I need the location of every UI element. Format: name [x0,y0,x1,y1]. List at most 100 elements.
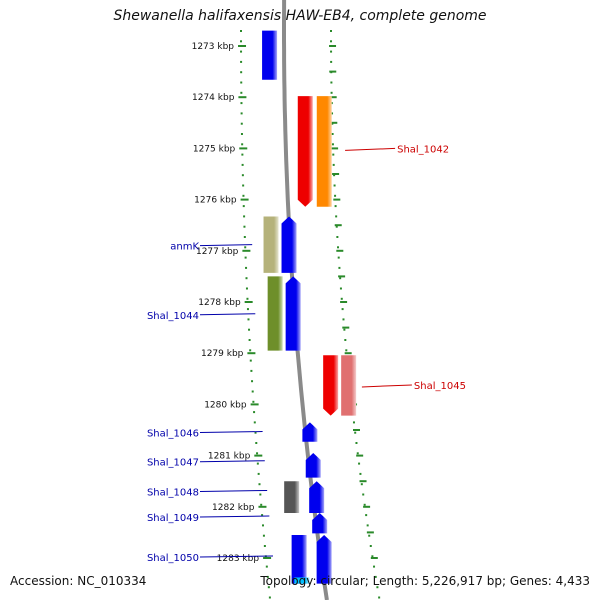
ruler-dot-left [247,318,250,321]
gene-feature [323,355,339,416]
ruler-dot-right [330,81,333,84]
ruler-dot-left [255,442,258,444]
ruler-tick-right [333,198,341,201]
ruler-dot-left [253,411,256,414]
ruler-dot-left [251,380,254,383]
ruler-dot-right [354,431,357,434]
ruler-tick-left [263,557,272,559]
ruler-dot-right [363,503,366,506]
gene-label: Shal_1050 [147,553,199,564]
ruler-dot-right [336,236,339,238]
ruler-dot-left [240,50,243,53]
gene-feature [305,453,321,478]
ruler-dot-right [331,112,334,115]
ruler-dot-left [246,308,249,311]
ruler-dot-right [331,143,334,146]
ruler-dot-right [339,287,342,290]
gene-feature [316,96,332,207]
ruler-label: 1273 kbp [192,42,235,52]
ruler-tick-left [238,45,247,47]
ruler-dot-right [344,339,347,341]
ruler-dot-left [258,483,261,486]
ruler-dot-left [240,122,243,125]
ruler-tick-right [363,505,371,508]
ruler-dot-right [330,30,332,32]
ruler-dot-left [240,91,243,94]
gene-feature [316,534,332,584]
ruler-dot-left [243,215,246,218]
ruler-dot-right [337,256,340,259]
ruler-dot-right [365,514,368,517]
ruler-dot-left [240,112,243,115]
ruler-tick-left [247,352,256,355]
gene-label: Shal_1046 [147,429,199,440]
ruler-dot-left [252,400,255,403]
ruler-label: 1281 kbp [208,452,251,462]
gene-feature [267,276,283,351]
gene-label: Shal_1045 [414,381,466,392]
gene-label: anmK [170,242,199,253]
ruler-dot-left [256,452,259,455]
ruler-label: 1276 kbp [194,196,237,206]
ruler-tick-right [356,454,364,457]
ruler-dot-left [245,266,248,269]
ruler-dot-left [254,431,257,434]
ruler-dot-left [243,225,246,228]
ruler-label: 1277 kbp [196,247,239,257]
ruler-tick-left [244,301,253,303]
ruler-dot-left [248,339,251,341]
gene-feature [285,276,301,351]
ruler-dot-left [261,514,264,517]
ruler-tick-right [332,173,340,175]
ruler-tick-right [338,275,346,278]
label-leader [345,147,396,151]
ruler-tick-right [329,45,337,47]
ruler-dot-right [368,534,371,537]
ruler-dot-right [337,246,340,249]
label-leader [199,555,274,558]
gene-feature [297,96,313,207]
map-title: Shewanella halifaxensis HAW-EB4, complet… [113,8,487,24]
ruler-dot-right [359,472,362,475]
topology-text: Topology: circular; Length: 5,226,917 bp… [260,574,590,588]
label-leader [199,313,256,316]
ruler-dot-left [240,133,243,135]
ruler-dot-right [362,493,365,496]
ruler-dot-left [242,205,245,208]
ruler-tick-left [250,403,259,406]
ruler-dot-left [245,277,248,280]
ruler-dot-right [334,205,337,208]
gene-feature [291,534,307,584]
gene-label: Shal_1049 [147,513,199,524]
ruler-dot-right [374,575,377,578]
gene-label: Shal_1044 [147,311,199,322]
accession-text: Accession: NC_010334 [10,574,147,588]
ruler-dot-left [242,194,245,197]
ruler-tick-right [329,70,337,73]
ruler-dot-left [240,30,242,32]
gene-label: Shal_1042 [397,144,449,155]
ruler-dot-right [352,421,355,424]
ruler-tick-left [258,505,267,508]
ruler-dot-left [266,575,269,578]
ruler-dot-left [249,349,252,352]
ruler-dot-left [260,503,263,506]
gene-feature [284,481,300,513]
ruler-label: 1283 kbp [217,554,260,564]
ruler-tick-right [329,96,337,99]
ruler-dot-left [243,236,246,238]
ruler-tick-right [366,531,374,534]
label-leader [199,515,270,518]
ruler-tick-left [238,96,247,99]
ruler-tick-right [370,557,378,559]
ruler-dot-left [265,565,268,568]
ruler-dot-right [343,328,346,331]
ruler-tick-right [359,480,367,483]
gene-label: Shal_1048 [147,487,199,498]
ruler-dot-left [248,328,251,331]
ruler-dot-right [358,462,361,465]
ruler-dot-left [240,40,243,43]
ruler-dot-left [246,297,249,300]
gene-feature [341,355,357,416]
